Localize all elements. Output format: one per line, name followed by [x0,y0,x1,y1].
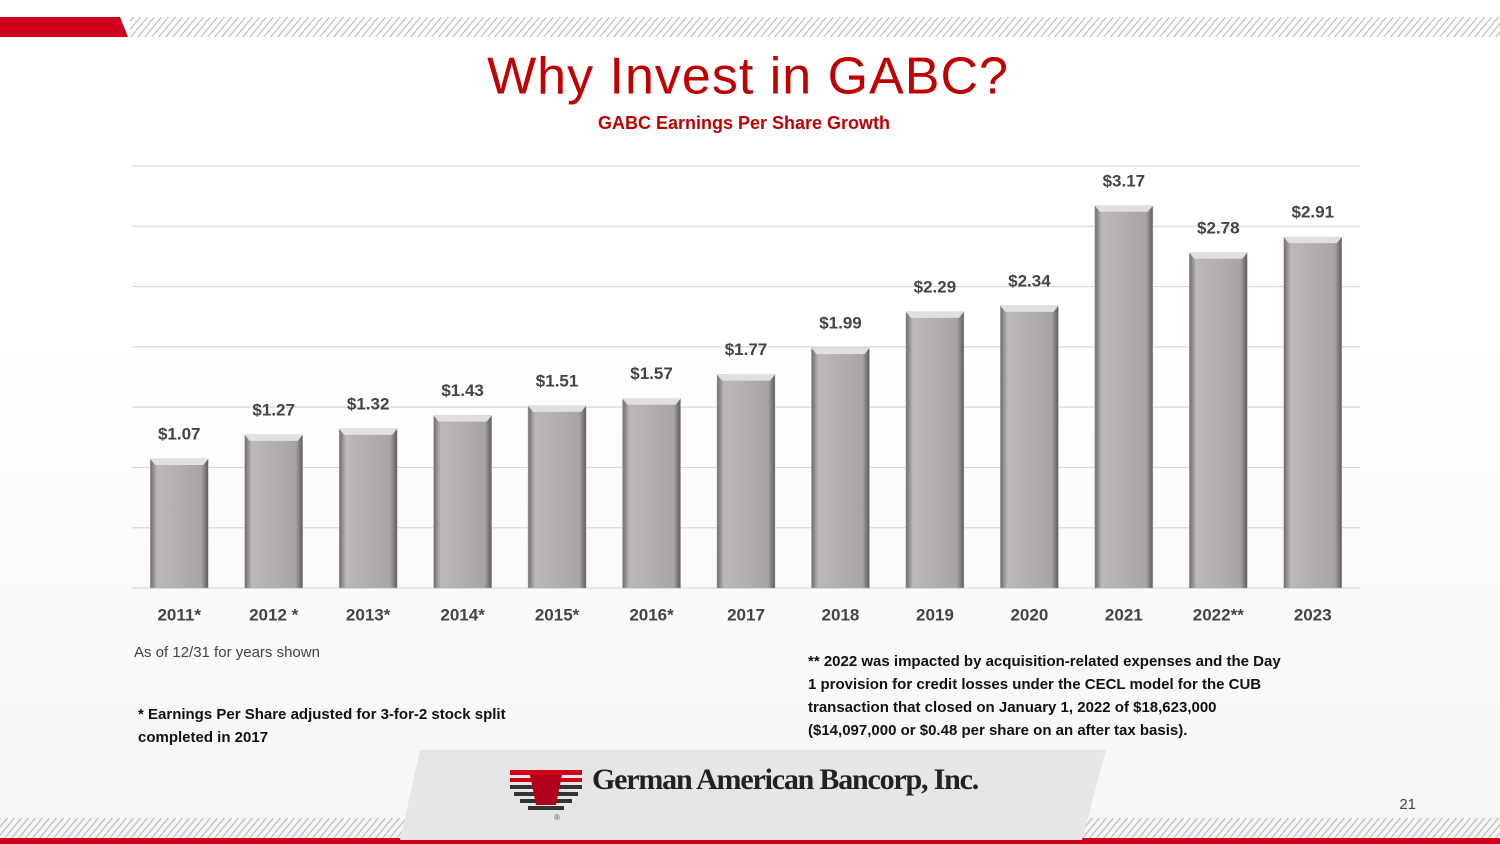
x-tick-label: 2014* [440,605,485,624]
hatch-band [130,17,1500,37]
x-tick-label: 2016* [629,605,674,624]
company-name: German American Bancorp, Inc. [592,763,979,796]
bar-bevel [150,458,209,465]
x-tick-label: 2012 * [249,605,299,624]
bar [149,458,209,589]
x-tick-label: 2021 [1105,605,1143,624]
x-tick-label: 2017 [727,605,765,624]
bar [527,405,587,589]
value-label: $3.17 [1103,171,1146,190]
bar-bevel [528,405,587,412]
value-label: $1.32 [347,394,390,413]
bar [811,347,870,589]
bar [1000,305,1059,589]
value-label: $2.78 [1197,218,1240,237]
x-tick-label: 2019 [916,605,954,624]
x-tick-label: 2022** [1193,605,1244,624]
x-tick-label: 2011* [157,605,201,624]
value-label: $2.34 [1008,271,1051,290]
footnote-line: ($14,097,000 or $0.48 per share on an af… [808,722,1188,739]
bar [244,434,303,589]
value-label: $1.51 [536,371,579,390]
bar-bevel [1094,205,1153,212]
bar-bevel [1189,252,1248,259]
value-label: $2.29 [914,277,957,296]
value-label: $1.77 [725,340,768,359]
bar [1189,252,1248,589]
bar-bevel [244,434,303,441]
x-tick-label: 2023 [1294,605,1332,624]
footnote-line: * Earnings Per Share adjusted for 3-for-… [138,706,506,723]
value-label: $1.99 [819,314,862,333]
bar [716,374,776,589]
footnote: * Earnings Per Share adjusted for 3-for-… [138,703,506,749]
bar-bevel [811,348,870,355]
bar-bevel [339,428,398,435]
bottom-rule [0,838,1500,844]
bar [338,428,398,589]
x-tick-label: 2015* [535,605,580,624]
bar [433,415,492,589]
bar-bevel [717,374,775,381]
logo-mark [510,770,582,810]
page-number: 21 [1399,796,1416,813]
footnote-line: 1 provision for credit losses under the … [808,676,1262,693]
value-label: $1.57 [630,364,673,383]
bar [905,311,965,589]
value-label: $1.07 [158,424,201,443]
annotation: As of 12/31 for years shown [134,644,320,661]
x-tick-label: 2013* [346,605,391,624]
bar-bevel [622,398,681,405]
value-label: $1.27 [252,400,295,419]
chart-subtitle: GABC Earnings Per Share Growth [598,113,890,133]
registered-mark: ® [554,813,560,822]
bar-bevel [433,415,492,422]
footnote-line: ** 2022 was impacted by acquisition-rela… [808,653,1281,670]
value-label: $1.43 [441,381,484,400]
chart-title: Why Invest in GABC? [487,48,1009,106]
footnote-line: completed in 2017 [138,729,269,746]
bar [1094,205,1154,589]
x-tick-label: 2020 [1010,605,1048,624]
footnote-line: transaction that closed on January 1, 20… [808,699,1217,716]
bar-bevel [905,311,964,318]
footnote: ** 2022 was impacted by acquisition-rela… [808,650,1281,742]
accent-tip [120,17,128,37]
bar [1283,236,1343,589]
value-label: $2.91 [1291,203,1334,222]
bar [622,398,681,589]
bar-bevel [1283,237,1342,244]
x-tick-label: 2018 [822,605,860,624]
bar-bevel [1000,305,1059,312]
accent-bar [0,17,120,37]
